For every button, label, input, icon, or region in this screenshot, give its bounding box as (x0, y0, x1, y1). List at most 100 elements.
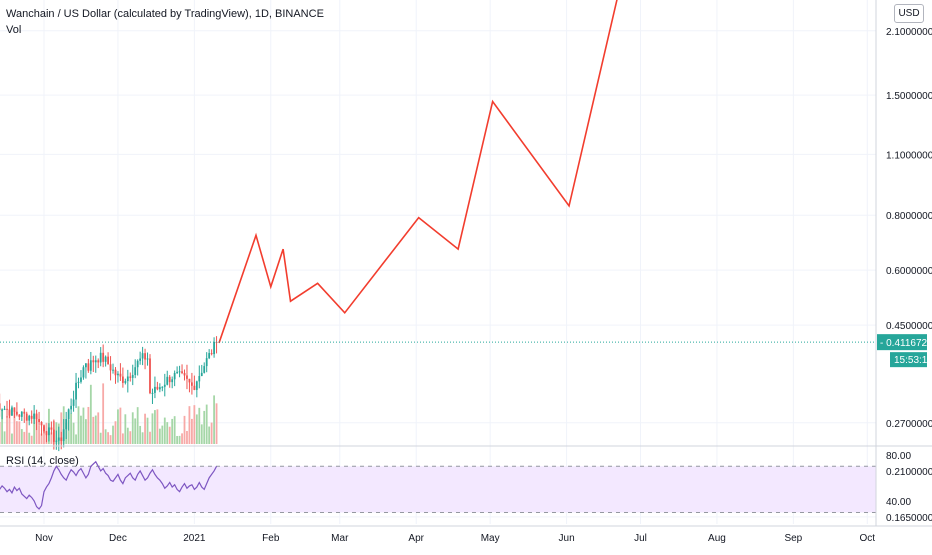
volume-bar (28, 432, 31, 444)
volume-bar (121, 433, 124, 444)
candle-body (92, 360, 95, 363)
volume-bar (60, 412, 63, 444)
candle-body (200, 372, 203, 377)
candle-body (114, 369, 117, 376)
candle-body (163, 384, 166, 387)
volume-bar (195, 414, 198, 444)
candle-body (94, 360, 97, 363)
candle-body (52, 429, 55, 442)
candle-body (104, 356, 107, 362)
volume-bar (136, 407, 139, 444)
candle-body (77, 381, 80, 383)
time-tick-label: Dec (109, 533, 127, 544)
volume-bar (198, 407, 201, 444)
candle-body (112, 369, 114, 371)
candle-body (60, 437, 63, 442)
volume-bar (200, 424, 203, 444)
volume-bar (70, 413, 73, 444)
volume-bar (77, 406, 80, 444)
time-tick-label: Mar (331, 533, 349, 544)
volume-bar (72, 422, 75, 444)
candle-body (176, 371, 179, 373)
projection-line (218, 0, 618, 344)
time-tick-label: Aug (708, 533, 726, 544)
volume-bar (80, 415, 82, 444)
candle-body (65, 419, 68, 430)
volume-bar (50, 432, 53, 444)
volume-bar (191, 418, 193, 444)
candle-body (23, 411, 26, 414)
volume-bar (134, 418, 137, 444)
volume-bar (158, 428, 161, 444)
volume-bar (107, 432, 109, 444)
candle-body (38, 419, 40, 423)
candle-body (87, 363, 90, 371)
currency-badge[interactable]: USD (894, 4, 924, 23)
candle-body (121, 376, 124, 383)
volume-bar (85, 419, 87, 444)
volume-bar (3, 431, 6, 444)
volume-bar (124, 414, 127, 444)
candle-body (55, 440, 58, 442)
price-projection-arrow (218, 0, 618, 344)
volume-bar (43, 426, 45, 444)
volume-bar (181, 433, 183, 444)
volume-bar (156, 409, 159, 444)
candle-body (35, 413, 38, 420)
candle-body (208, 353, 211, 359)
candle-body (146, 358, 149, 360)
volume-bar (99, 432, 102, 444)
candle-body (20, 411, 23, 417)
candle-body (186, 375, 188, 379)
candle-body (126, 376, 129, 382)
candle-body (97, 360, 100, 363)
candle-body (117, 373, 119, 376)
volume-bar (94, 415, 97, 444)
time-tick-label: Oct (860, 533, 876, 544)
volume-bar (102, 383, 105, 444)
volume-bar (117, 409, 119, 444)
candle-body (85, 363, 87, 368)
rsi-line (0, 460, 218, 510)
candle-body (139, 358, 142, 361)
volume-bar (8, 411, 11, 444)
candle-body (141, 353, 144, 359)
candle-body (82, 367, 85, 378)
candle-body (188, 378, 191, 383)
candle-body (89, 360, 92, 371)
volume-bar (176, 435, 179, 444)
volume-bar (6, 416, 8, 444)
candle-body (99, 352, 102, 363)
candle-body (107, 356, 109, 365)
volume-bar (25, 417, 28, 444)
volume-bar (161, 425, 164, 444)
volume-bar (67, 419, 70, 444)
volume-bar (146, 417, 149, 444)
volume-bar (188, 406, 191, 444)
candle-body (119, 373, 122, 377)
candle-body (50, 427, 53, 430)
candle-body (0, 403, 1, 410)
candle-body (158, 387, 161, 390)
volume-label: Vol (6, 24, 22, 36)
candle-body (213, 341, 215, 355)
volume-bar (166, 422, 169, 444)
rsi-tick-label: 40.00 (886, 497, 911, 508)
volume-bar (20, 429, 23, 444)
countdown-label-bg (890, 352, 927, 368)
candle-body (6, 408, 8, 410)
candle-body (181, 371, 183, 373)
candle-body (129, 376, 132, 378)
volume-bar (131, 412, 134, 444)
candle-body (198, 376, 201, 382)
volume-bar (171, 418, 174, 444)
price-tick-label: 0.16500000 (886, 513, 932, 524)
candle-body (72, 399, 75, 406)
volume-bar (213, 395, 215, 444)
volume-bar (203, 410, 206, 444)
